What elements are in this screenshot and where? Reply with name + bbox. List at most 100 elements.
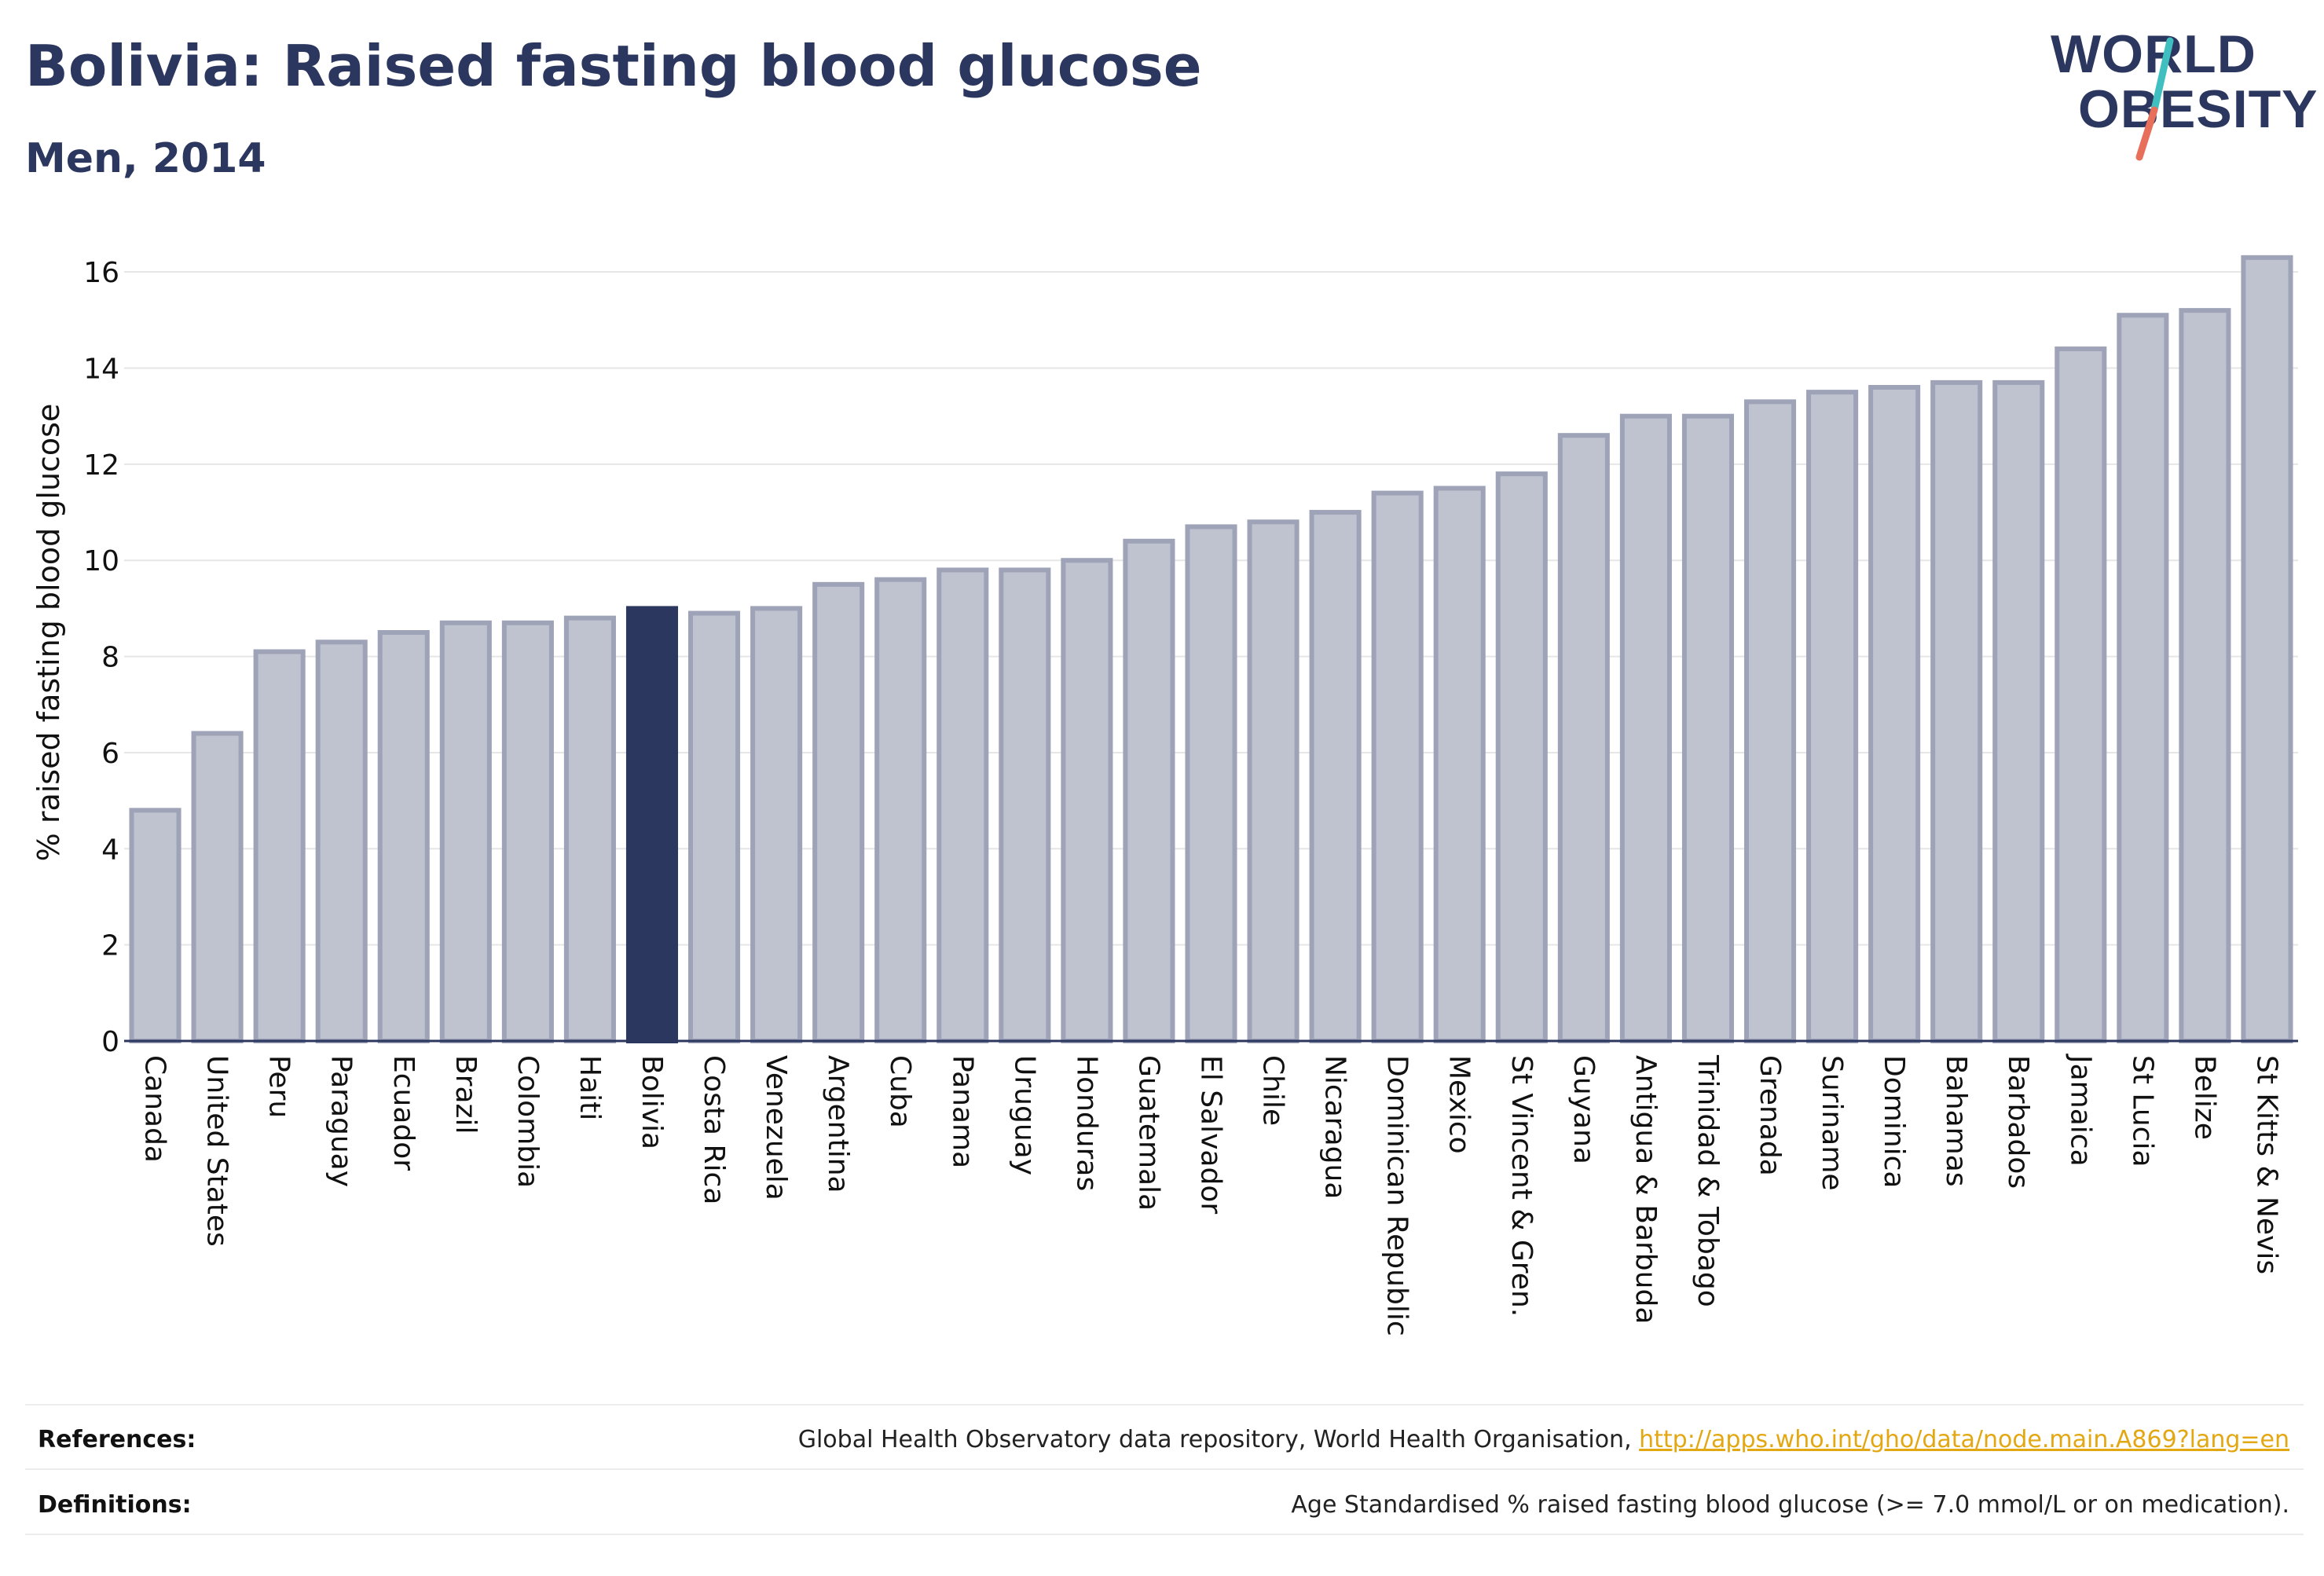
bar [439, 620, 492, 1043]
bar [1495, 471, 1548, 1043]
x-tick-label: Nicaragua [1319, 1055, 1351, 1199]
x-tick-label: Canada [139, 1055, 171, 1163]
bar [315, 640, 368, 1043]
y-axis-label: % raised fasting blood glucose [31, 404, 66, 862]
bar [1681, 413, 1734, 1043]
references-source: Global Health Observatory data repositor… [797, 1426, 1640, 1453]
x-tick-label: Argentina [822, 1055, 854, 1193]
bar [501, 620, 554, 1043]
x-tick-label: Brazil [449, 1055, 482, 1134]
bar-highlight [625, 606, 679, 1043]
world-obesity-logo: WORLD OBESITY [2051, 24, 2318, 165]
y-tick-label: 10 [83, 545, 119, 577]
bar [1930, 379, 1983, 1044]
page-subtitle: Men, 2014 [25, 135, 266, 182]
bar [1433, 486, 1486, 1043]
references-text: Global Health Observatory data repositor… [798, 1426, 2289, 1453]
footer-divider-top [25, 1404, 2304, 1406]
logo-line-1: WORLD [2051, 24, 2256, 84]
footer-divider-middle [25, 1468, 2304, 1470]
labels: Canada United States Peru Paraguay Ecuador Br… [139, 1054, 2283, 1336]
x-tick-label: Belize [2188, 1055, 2220, 1140]
bar [2055, 346, 2107, 1043]
y-tick-label: 0 [101, 1026, 119, 1058]
x-tick-label: Grenada [1754, 1055, 1786, 1176]
x-tick-label: Jamaica [2064, 1054, 2096, 1167]
bar-chart: 0 2 4 6 8 10 12 14 16 Canada United States Peru Par… [31, 255, 2298, 1336]
bar [1309, 510, 1362, 1043]
x-tick-label: Colombia [511, 1055, 544, 1188]
x-tick-label: Guatemala [1132, 1055, 1164, 1211]
x-tick-label: Suriname [1816, 1055, 1848, 1191]
logo-line-2: OBESITY [2078, 79, 2319, 139]
logo-slash-icon [2135, 37, 2174, 161]
x-tick-label: Bahamas [1940, 1055, 1972, 1187]
x-tick-label: Bolivia [636, 1055, 668, 1149]
bars [129, 255, 2293, 1044]
bar [1806, 390, 1859, 1043]
references-link[interactable]: http://apps.who.int/gho/data/node.main.A… [1639, 1426, 2289, 1453]
bar [937, 567, 989, 1043]
x-tick-label: Mexico [1443, 1055, 1475, 1154]
x-tick-label: Cuba [884, 1055, 916, 1128]
x-tick-label: Ecuador [387, 1055, 420, 1171]
y-tick-label: 14 [83, 354, 119, 386]
bar [129, 808, 181, 1043]
x-tick-label: Dominica [1878, 1055, 1910, 1189]
x-tick-label: United States [201, 1055, 233, 1247]
bar [1123, 538, 1175, 1043]
bar [2117, 313, 2169, 1043]
x-tick-label: St Lucia [2126, 1055, 2158, 1167]
logo-slash-coral [2135, 106, 2158, 161]
logo-slash-teal [2150, 37, 2174, 114]
x-tick-label: Barbados [2002, 1055, 2034, 1189]
x-tick-label: St Vincent & Gren. [1505, 1055, 1538, 1317]
bar [1743, 399, 1797, 1043]
definitions-label: Definitions: [38, 1491, 192, 1519]
y-tick-label: 6 [101, 738, 119, 770]
x-tick-label: Chile [1257, 1055, 1289, 1126]
bar [688, 610, 741, 1043]
x-tick-label: Dominican Republic [1381, 1055, 1413, 1336]
bar [999, 567, 1051, 1043]
references-label: References: [38, 1426, 196, 1453]
bar [1371, 490, 1424, 1043]
bar [253, 649, 306, 1043]
axes: 0 2 4 6 8 10 12 14 16 [83, 257, 2298, 1058]
page-title: Bolivia: Raised fasting blood glucose [25, 33, 1202, 99]
bar [1185, 524, 1237, 1043]
x-tick-label: Paraguay [325, 1055, 357, 1187]
bar [1868, 385, 1921, 1043]
y-tick-label: 2 [101, 930, 119, 962]
bar [191, 731, 244, 1043]
bar [377, 630, 430, 1043]
bar [2179, 308, 2231, 1043]
x-tick-label: Haiti [574, 1055, 606, 1120]
footer-divider-bottom [25, 1534, 2304, 1535]
y-tick-label: 16 [83, 257, 119, 289]
bar [1619, 413, 1672, 1043]
bar [1061, 558, 1113, 1043]
x-tick-label: Costa Rica [698, 1055, 730, 1204]
x-tick-label: Panama [946, 1055, 978, 1168]
x-tick-label: St Kitts & Nevis [2250, 1055, 2282, 1274]
bar [812, 581, 865, 1043]
bar [563, 615, 616, 1043]
x-tick-label: Peru [263, 1055, 295, 1118]
x-tick-label: Venezuela [760, 1055, 792, 1200]
x-tick-label: Guyana [1567, 1055, 1600, 1164]
bar [1992, 379, 2045, 1044]
y-tick-label: 8 [101, 642, 119, 674]
bar [1557, 433, 1610, 1043]
x-tick-label: Trinidad & Tobago [1692, 1054, 1724, 1307]
x-tick-label: Uruguay [1008, 1055, 1040, 1175]
definitions-text: Age Standardised % raised fasting blood … [1291, 1491, 2289, 1519]
x-tick-label: El Salvador [1195, 1055, 1227, 1214]
x-tick-label: Honduras [1070, 1055, 1102, 1191]
x-tick-label: Antigua & Barbuda [1629, 1055, 1662, 1324]
bar [874, 577, 927, 1043]
bar [1247, 519, 1299, 1043]
y-tick-label: 12 [83, 449, 119, 482]
bar [750, 606, 803, 1043]
bar [2241, 255, 2293, 1043]
